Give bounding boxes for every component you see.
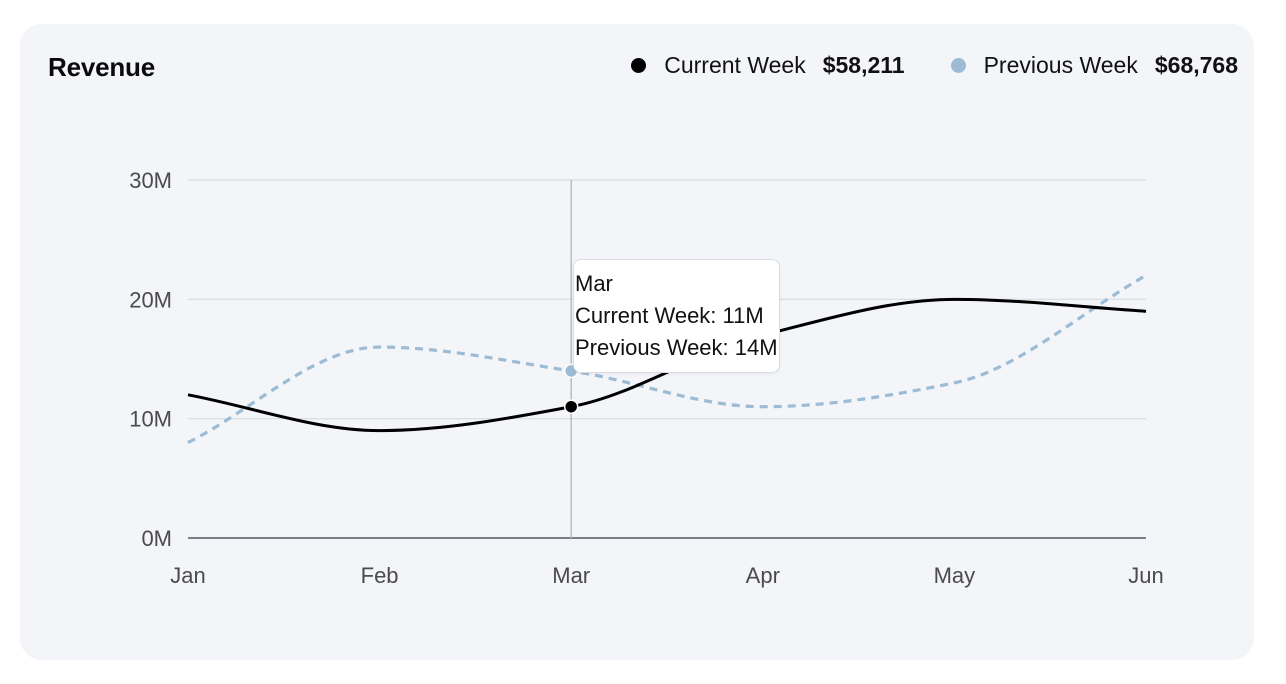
legend-dot-previous-week: [950, 58, 966, 73]
y-tick-label: 20M: [129, 287, 172, 312]
x-tick-label: Apr: [746, 563, 780, 588]
legend-item-current-week[interactable]: Current Week $58,211: [631, 52, 905, 79]
series-line-previous-week: [187, 274, 1147, 444]
x-tick-label: Feb: [361, 563, 399, 588]
y-tick-label: 30M: [129, 168, 172, 193]
chart-legend: Current Week $58,211 Previous Week $68,7…: [631, 52, 1238, 79]
tooltip-line-current-week: Current Week: 11M: [575, 303, 764, 328]
x-tick-label: Jun: [1128, 563, 1163, 588]
x-tick-label: Jan: [170, 563, 205, 588]
legend-label-previous-week: Previous Week: [983, 52, 1138, 78]
data-point-current-week: [563, 399, 579, 414]
tooltip-category: Mar: [575, 271, 613, 296]
x-tick-label: Mar: [552, 563, 590, 588]
legend-item-previous-week[interactable]: Previous Week $68,768: [950, 52, 1238, 79]
legend-label-current-week: Current Week: [664, 52, 806, 78]
legend-dot-current-week: [631, 58, 647, 73]
y-tick-label: 0M: [141, 526, 172, 551]
chart-title: Revenue: [48, 52, 155, 82]
tooltip-line-previous-week: Previous Week: 14M: [575, 335, 778, 360]
x-tick-label: May: [934, 563, 976, 588]
legend-value-previous-week: $68,768: [1154, 52, 1238, 78]
legend-value-current-week: $58,211: [822, 52, 905, 78]
y-tick-label: 10M: [129, 407, 172, 432]
chart-tooltip: Mar Current Week: 11M Previous Week: 14M: [573, 259, 780, 373]
